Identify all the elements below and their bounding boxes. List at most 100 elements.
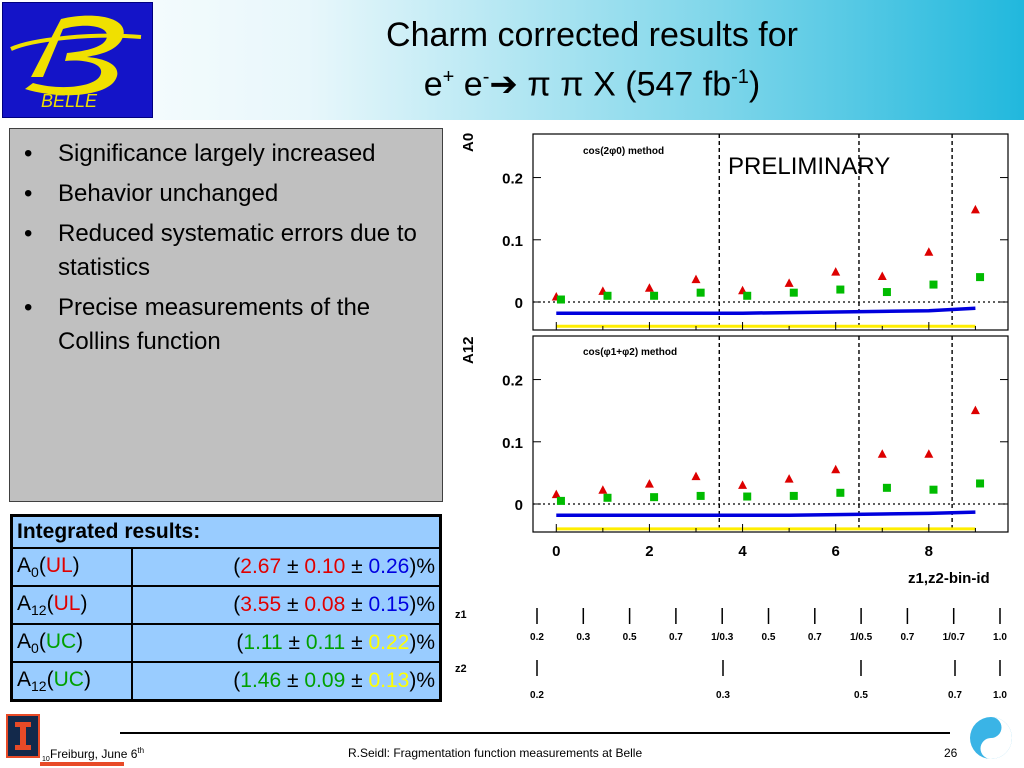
- kek-logo: [970, 717, 1012, 759]
- z-tick-label: 0.2: [530, 632, 544, 643]
- z-tick-label: 1/0.3: [711, 632, 734, 643]
- arrow-icon: ➔: [489, 65, 518, 104]
- x-tick-label: 6: [832, 543, 840, 560]
- z-tick-label: 1.0: [993, 690, 1007, 701]
- data-point-uc: [789, 288, 798, 297]
- data-point-uc: [696, 288, 705, 297]
- results-header: Integrated results:: [10, 514, 442, 549]
- x-tick-label: 2: [645, 543, 653, 560]
- data-point-ul: [738, 480, 748, 489]
- z-tick-label: 0.3: [716, 690, 730, 701]
- z-tick-label: 1/0.7: [943, 632, 966, 643]
- top-ylabel: A0: [460, 133, 477, 152]
- z-tick-label: 0.5: [762, 632, 776, 643]
- bottom-ylabel: A12: [460, 336, 477, 364]
- data-point-uc: [743, 291, 752, 300]
- bullet-item: Precise measurements of the Collins func…: [24, 291, 434, 359]
- footer-place: Freiburg, June 6th: [50, 746, 145, 761]
- data-point-ul: [970, 204, 980, 214]
- data-point-uc: [650, 493, 659, 502]
- data-point-uc: [882, 288, 891, 297]
- data-point-uc: [556, 496, 565, 505]
- data-point-ul: [924, 247, 934, 256]
- asym-value: (3.55 ± 0.08 ± 0.15)%: [131, 585, 442, 625]
- asym-value: (1.46 ± 0.09 ± 0.13)%: [131, 661, 442, 702]
- data-point-ul: [970, 405, 980, 415]
- data-point-uc: [836, 285, 845, 294]
- title-line-2: e+ e-➔ π π X (547 fb-1): [423, 65, 761, 104]
- y-tick-label: 0.2: [502, 373, 523, 390]
- data-point-uc: [976, 479, 985, 488]
- data-point-uc: [836, 488, 845, 497]
- title-line-1: Charm corrected results for: [386, 16, 798, 54]
- data-point-uc: [743, 492, 752, 501]
- page-title: Charm corrected results for e+ e-➔ π π X…: [160, 14, 1024, 105]
- belle-logo: BELLE: [2, 2, 153, 118]
- data-point-ul: [691, 471, 701, 481]
- asym-value: (1.11 ± 0.11 ± 0.22)%: [131, 623, 442, 663]
- data-point-ul: [644, 479, 654, 488]
- belle-logo-text: BELLE: [41, 91, 98, 111]
- results-table: Integrated results: A0(UL) (2.67 ± 0.10 …: [10, 514, 442, 702]
- asym-name: A12(UC): [10, 661, 133, 702]
- footer-divider: [120, 732, 950, 734]
- data-point-ul: [877, 271, 887, 280]
- bottom-frame: [532, 335, 1009, 533]
- syst-band: [556, 306, 976, 315]
- footer-accent-bar: [40, 762, 124, 766]
- data-point-ul: [551, 489, 561, 499]
- table-row: A0(UL) (2.67 ± 0.10 ± 0.26)%: [10, 547, 442, 587]
- table-row: A12(UL) (3.55 ± 0.08 ± 0.15)%: [10, 585, 442, 625]
- z-tick-label: 0.7: [669, 632, 683, 643]
- z-tick-label: 1/0.5: [850, 632, 873, 643]
- y-tick-label: 0.2: [502, 171, 523, 188]
- data-point-ul: [924, 449, 934, 458]
- data-point-uc: [650, 291, 659, 300]
- page-number: 26: [944, 746, 958, 760]
- data-point-ul: [598, 485, 608, 494]
- x-tick-label: 8: [925, 543, 933, 560]
- data-point-ul: [784, 474, 794, 483]
- data-point-uc: [929, 280, 938, 289]
- illinois-i-icon: [15, 722, 31, 750]
- asym-value: (2.67 ± 0.10 ± 0.26)%: [131, 547, 442, 587]
- top-method-label: cos(2φ0) method: [583, 146, 664, 157]
- data-point-uc: [882, 483, 891, 492]
- z-tick-label: 0.7: [948, 690, 962, 701]
- asym-name: A0(UC): [10, 623, 133, 663]
- belle-b-icon: [10, 15, 142, 96]
- asym-name: A0(UL): [10, 547, 133, 587]
- data-point-uc: [976, 273, 985, 282]
- data-point-ul: [644, 283, 654, 292]
- data-point-uc: [603, 493, 612, 502]
- footer-tiny: 10: [42, 756, 50, 763]
- syst-band: [556, 510, 976, 517]
- xlabel: z1,z2-bin-id: [908, 570, 990, 587]
- y-tick-label: 0: [515, 295, 523, 312]
- y-tick-label: 0.1: [502, 233, 523, 250]
- table-row: A12(UC) (1.46 ± 0.09 ± 0.13)%: [10, 661, 442, 702]
- bullet-item: Behavior unchanged: [24, 177, 434, 211]
- footer-title: R.Seidl: Fragmentation function measurem…: [348, 746, 643, 760]
- data-point-ul: [831, 464, 841, 474]
- preliminary-label: PRELIMINARY: [728, 153, 891, 180]
- z1-label: z1: [455, 609, 467, 621]
- data-point-uc: [603, 291, 612, 300]
- y-tick-label: 0: [515, 497, 523, 514]
- z-tick-label: 0.7: [808, 632, 822, 643]
- data-point-uc: [556, 295, 565, 304]
- z-tick-label: 0.5: [623, 632, 637, 643]
- table-row: A0(UC) (1.11 ± 0.11 ± 0.22)%: [10, 623, 442, 663]
- z-tick-label: 0.5: [854, 690, 868, 701]
- data-point-uc: [789, 491, 798, 500]
- z-tick-label: 0.7: [900, 632, 914, 643]
- slide-header: BELLE Charm corrected results for e+ e-➔…: [0, 0, 1024, 120]
- bullet-list: Significance largely increased Behavior …: [10, 129, 442, 359]
- asym-name: A12(UL): [10, 585, 133, 625]
- asymmetry-chart: 0.2 0.1 0 0.2 0.1 0 0 2 4 6 8 0.2 0.3 0.5 0.7 1/0.3 0.5 0…: [453, 128, 1024, 703]
- x-tick-label: 0: [552, 543, 560, 560]
- data-point-uc: [929, 485, 938, 494]
- bullet-item: Significance largely increased: [24, 137, 434, 171]
- data-point-ul: [877, 449, 887, 458]
- bullet-item: Reduced systematic errors due to statist…: [24, 217, 434, 285]
